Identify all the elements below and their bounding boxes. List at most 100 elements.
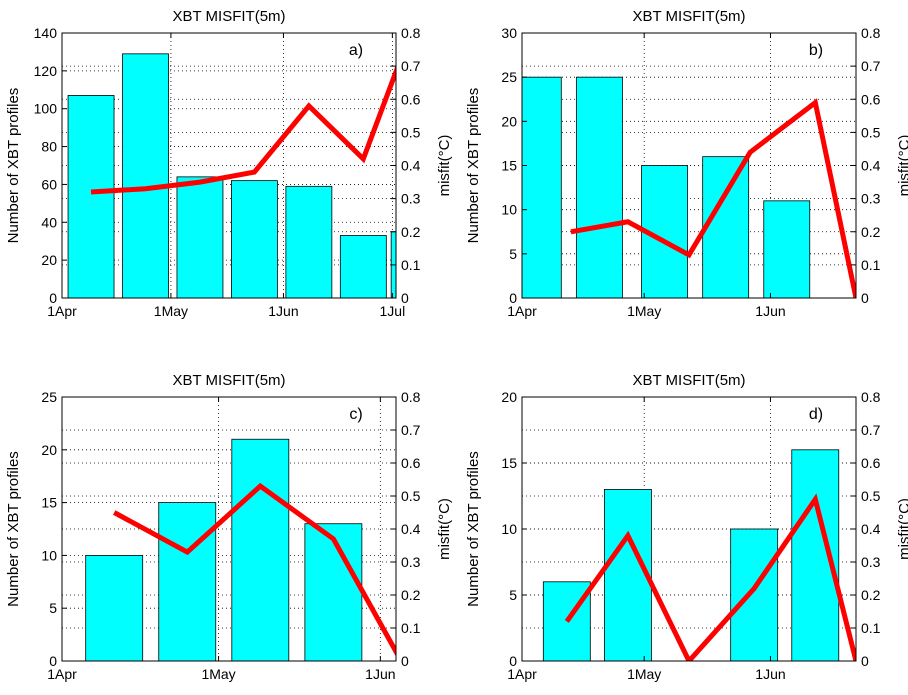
bar-3 — [231, 438, 290, 661]
y-tick-label: 20 — [41, 442, 57, 458]
x-tick-label: 1May — [154, 303, 188, 319]
bar-5 — [285, 185, 333, 298]
misfit-line — [113, 482, 396, 657]
y2-tick-label: 0.4 — [401, 521, 421, 537]
y-tick-label: 40 — [41, 214, 57, 230]
bar-series — [542, 449, 840, 661]
y-tick-label: 20 — [41, 252, 57, 268]
y2-tick-label: 0.6 — [401, 91, 421, 107]
y-tick-label: 0 — [509, 290, 517, 306]
chart-title: XBT MISFIT(5m) — [172, 372, 285, 389]
bar-3 — [730, 528, 779, 661]
bar-3 — [176, 176, 224, 298]
panel-label: b) — [809, 42, 823, 59]
bar-2 — [122, 53, 169, 298]
y-tick-label: 5 — [509, 587, 517, 603]
x-tick-label: 1May — [201, 666, 235, 682]
y2-tick-label: 0.2 — [861, 587, 881, 603]
y2-tick-label: 0.6 — [861, 455, 881, 471]
y-tick-label: 15 — [501, 455, 517, 471]
chart-panel-2: 0 5 10 15 20 25 30 0 0.1 0.2 0.3 0.4 0.5 0.6 0.7 0.8 1Ap… — [465, 8, 908, 319]
y2-axis-label: misfit(°C) — [436, 498, 453, 560]
y-tick-label: 10 — [41, 547, 57, 563]
bar-series — [85, 438, 363, 661]
x-tick-label: 1Jun — [755, 303, 785, 319]
y2-tick-label: 0.6 — [401, 455, 421, 471]
y2-tick-label: 0 — [401, 653, 409, 669]
misfit-line — [570, 98, 856, 298]
bar-1 — [542, 581, 591, 661]
bar-4 — [304, 523, 363, 661]
y2-tick-label: 0.1 — [861, 620, 881, 636]
y2-tick-label: 0.4 — [861, 158, 881, 174]
y2-tick-label: 0.8 — [401, 389, 421, 405]
y2-axis-label: misfit(°C) — [896, 135, 908, 197]
chart-title: XBT MISFIT(5m) — [172, 8, 285, 25]
y-tick-label: 0 — [49, 290, 57, 306]
y-tick-label: 25 — [501, 69, 517, 85]
y2-tick-label: 0.8 — [401, 25, 421, 41]
y2-tick-label: 0.4 — [401, 158, 421, 174]
y-tick-label: 20 — [501, 389, 517, 405]
bar-1 — [85, 555, 144, 661]
y2-tick-label: 0.8 — [861, 25, 881, 41]
y-axis-label: Number of XBT profiles — [465, 451, 482, 607]
chart-title: XBT MISFIT(5m) — [632, 372, 745, 389]
misfit-series — [564, 493, 856, 661]
x-tick-label: 1May — [627, 666, 661, 682]
chart-panel-4: 0 5 10 15 20 0 0.1 0.2 0.3 0.4 0.5 0.6 0.7 0.8 1Apr 1Ma… — [465, 372, 908, 682]
y2-tick-label: 0.3 — [401, 554, 421, 570]
x-tick-label: 1Jun — [755, 666, 785, 682]
x-tick-label: 1Jun — [268, 303, 298, 319]
y2-axis-label: misfit(°C) — [896, 498, 908, 560]
y2-tick-label: 0.5 — [861, 124, 881, 140]
y2-tick-label: 0 — [861, 290, 869, 306]
y-tick-label: 15 — [501, 158, 517, 174]
bar-6 — [339, 235, 387, 298]
y-tick-label: 0 — [49, 653, 57, 669]
bar-2 — [575, 76, 623, 298]
y2-tick-label: 0.7 — [861, 58, 881, 74]
y2-tick-label: 0 — [861, 653, 869, 669]
x-tick-label: 1Jun — [365, 666, 395, 682]
misfit-series — [90, 64, 396, 195]
chart-title: XBT MISFIT(5m) — [632, 8, 745, 25]
bar-2 — [604, 488, 652, 661]
y2-tick-label: 0.3 — [401, 191, 421, 207]
misfit-line — [90, 64, 396, 195]
misfit-series — [113, 482, 396, 657]
x-tick-label: 1Apr — [47, 303, 77, 319]
y-tick-label: 10 — [501, 521, 517, 537]
y-tick-label: 5 — [509, 246, 517, 262]
y-tick-label: 20 — [501, 113, 517, 129]
panel-label: d) — [809, 406, 823, 423]
y2-tick-label: 0.7 — [401, 422, 421, 438]
y2-tick-label: 0.7 — [861, 422, 881, 438]
grid-lines — [62, 397, 396, 661]
y-tick-label: 25 — [41, 389, 57, 405]
y2-tick-label: 0.8 — [861, 389, 881, 405]
panel-label: c) — [349, 406, 362, 423]
bar-1 — [67, 95, 115, 298]
bar-4 — [702, 156, 750, 298]
y-tick-label: 10 — [501, 202, 517, 218]
y2-tick-label: 0.5 — [401, 124, 421, 140]
x-tick-label: 1Apr — [47, 666, 77, 682]
x-tick-label: 1Apr — [507, 303, 537, 319]
y-axis-label: Number of XBT profiles — [5, 451, 22, 607]
y2-tick-label: 0.1 — [861, 257, 881, 273]
y-tick-label: 100 — [34, 101, 58, 117]
y2-tick-label: 0.5 — [401, 488, 421, 504]
y-tick-label: 30 — [501, 25, 517, 41]
bar-1 — [522, 76, 562, 298]
y2-tick-label: 0.1 — [401, 257, 421, 273]
bar-5 — [763, 200, 811, 298]
y2-tick-label: 0 — [401, 290, 409, 306]
y2-tick-label: 0.2 — [401, 587, 421, 603]
x-tick-label: 1Apr — [507, 666, 537, 682]
y2-tick-label: 0.1 — [401, 620, 421, 636]
chart-panel-1: 0 20 40 60 80 100 120 140 0 0.1 0.2 0.3 0.4 0.5 0.6 0.7… — [5, 8, 453, 319]
panel-label: a) — [349, 42, 363, 59]
